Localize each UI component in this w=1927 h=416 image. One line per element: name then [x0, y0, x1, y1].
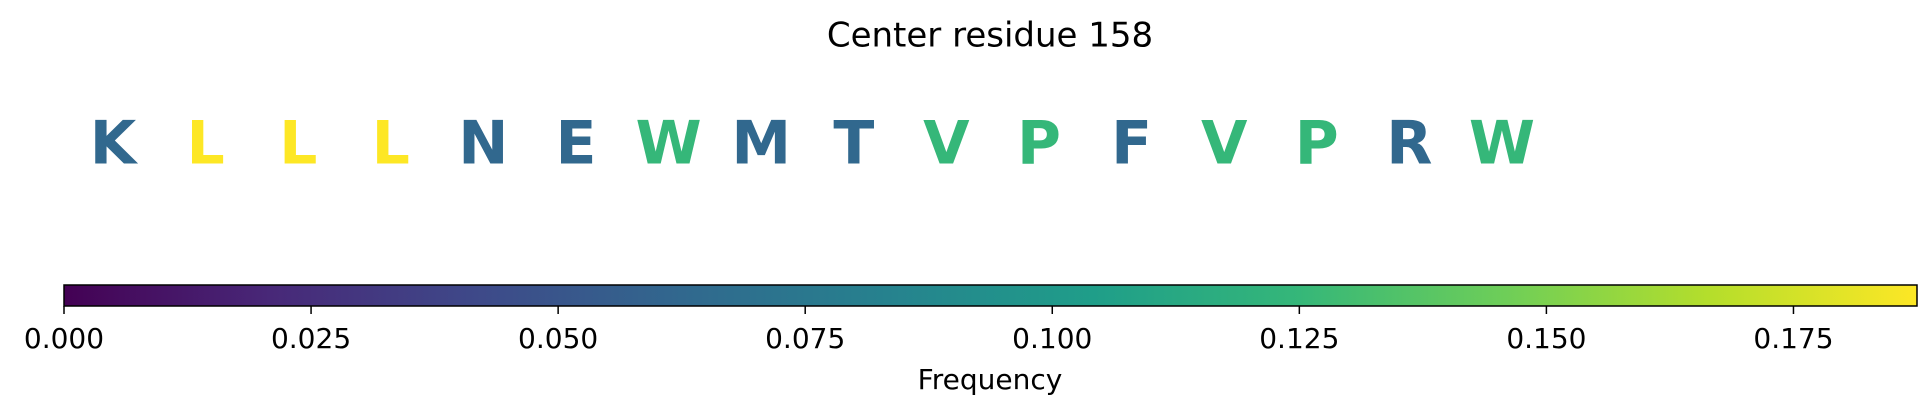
residue-letter: N — [458, 109, 508, 179]
x-tick-label: 0.125 — [1259, 322, 1339, 355]
x-tick-label: 0.100 — [1012, 322, 1092, 355]
x-tick-label: 0.175 — [1753, 322, 1833, 355]
x-tick-label: 0.150 — [1506, 322, 1586, 355]
residue-letter: K — [90, 109, 139, 179]
residue-letter: M — [731, 109, 791, 179]
residue-letter: V — [923, 109, 970, 179]
colorbar — [63, 284, 1918, 307]
residue-letter: T — [833, 109, 874, 179]
residue-letter: L — [279, 109, 317, 179]
x-tick-label: 0.075 — [765, 322, 845, 355]
residue-letter: L — [186, 109, 224, 179]
residue-letter: E — [556, 109, 597, 179]
residue-letter: P — [1017, 109, 1061, 179]
residue-letter: F — [1111, 109, 1152, 179]
x-tick-label: 0.050 — [518, 322, 598, 355]
chart-title: Center residue 158 — [827, 16, 1153, 56]
residue-letter: W — [636, 109, 702, 179]
residue-letter: R — [1386, 109, 1432, 179]
residue-letter: W — [1469, 109, 1535, 179]
x-axis-label: Frequency — [918, 363, 1063, 396]
residue-letter: P — [1295, 109, 1339, 179]
x-tick-label: 0.000 — [24, 322, 104, 355]
x-tick-label: 0.025 — [271, 322, 351, 355]
residue-letter: V — [1201, 109, 1248, 179]
residue-letter: L — [372, 109, 410, 179]
